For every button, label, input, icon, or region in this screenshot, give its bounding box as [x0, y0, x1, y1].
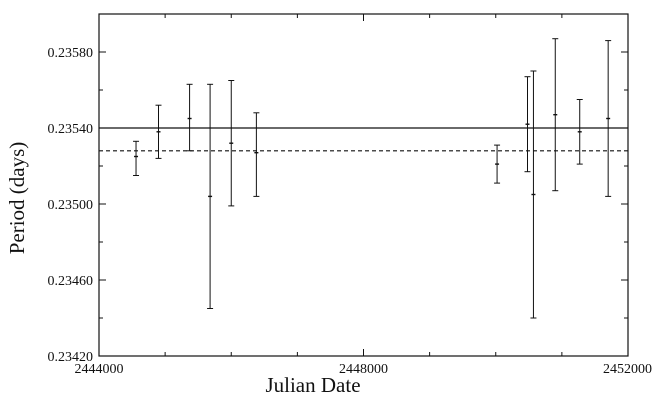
data-points — [133, 38, 612, 319]
data-point — [530, 70, 537, 319]
data-point — [253, 112, 260, 197]
x-axis-title: Julian Date — [265, 373, 360, 396]
y-axis-title: Period (days) — [5, 142, 29, 255]
data-point — [207, 83, 214, 309]
data-point — [494, 144, 501, 184]
x-tick-label: 2448000 — [339, 362, 388, 377]
data-point — [186, 83, 193, 152]
axis-ticks — [98, 13, 629, 357]
y-tick-label: 0.23460 — [48, 274, 94, 289]
y-tick-label: 0.23500 — [48, 198, 94, 213]
data-point — [228, 80, 235, 207]
reference-lines — [99, 127, 628, 152]
plot-frame — [98, 13, 629, 357]
x-tick-labels: 2444000 2448000 2452000 — [75, 362, 652, 377]
data-point — [552, 38, 559, 192]
data-point — [524, 76, 531, 173]
data-point — [133, 140, 140, 176]
x-tick-label: 2452000 — [603, 362, 652, 377]
y-tick-label: 0.23540 — [48, 122, 94, 137]
data-point — [155, 104, 162, 159]
y-tick-label: 0.23420 — [48, 350, 94, 365]
data-point — [576, 99, 583, 165]
data-point — [605, 40, 612, 197]
y-tick-labels: 0.23420 0.23460 0.23500 0.23540 0.23580 — [48, 46, 94, 365]
x-tick-label: 2444000 — [75, 362, 124, 377]
y-tick-label: 0.23580 — [48, 46, 94, 61]
